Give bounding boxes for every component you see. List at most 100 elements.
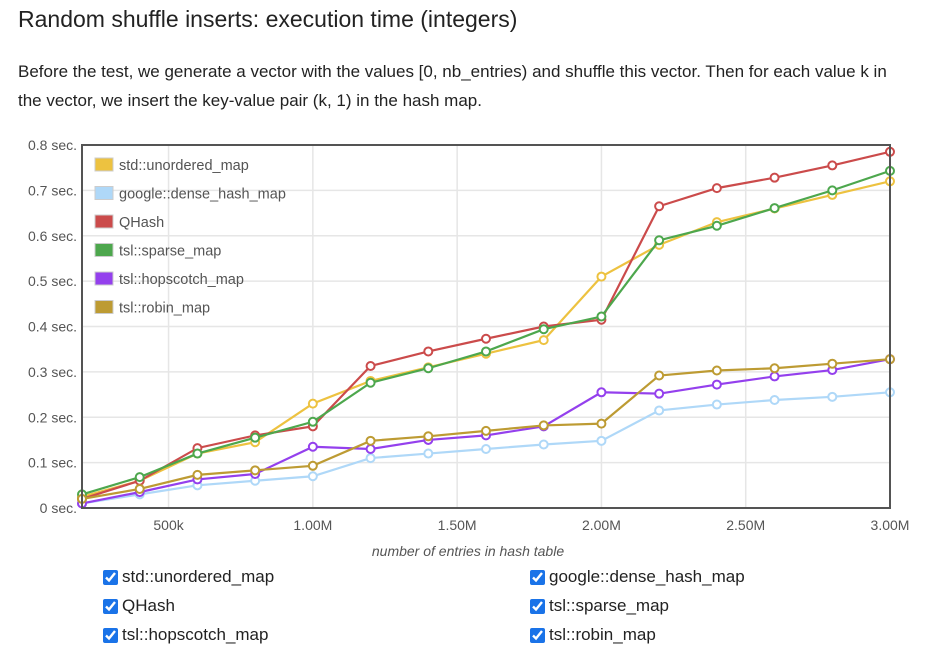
y-tick-label: 0.3 sec. bbox=[28, 364, 77, 380]
data-point bbox=[192, 448, 203, 459]
x-tick-label: 500k bbox=[153, 517, 184, 533]
page-title: Random shuffle inserts: execution time (… bbox=[18, 6, 518, 32]
legend-swatch bbox=[94, 243, 114, 257]
data-point bbox=[596, 387, 607, 398]
legend-label: QHash bbox=[119, 215, 164, 231]
data-point bbox=[365, 377, 376, 388]
data-point bbox=[654, 405, 665, 416]
legend-swatch bbox=[94, 271, 114, 286]
data-point bbox=[654, 235, 665, 246]
data-point bbox=[423, 363, 434, 374]
data-point bbox=[538, 420, 549, 431]
legend-swatch bbox=[94, 300, 114, 314]
legend-label: tsl::robin_map bbox=[119, 301, 210, 317]
series-checkbox[interactable] bbox=[530, 569, 545, 585]
data-point bbox=[769, 395, 780, 406]
y-tick-label: 0.2 sec. bbox=[28, 409, 77, 425]
data-point bbox=[307, 460, 318, 471]
x-tick-label: 2.50M bbox=[726, 517, 765, 533]
data-point bbox=[423, 346, 434, 357]
data-point bbox=[654, 201, 665, 212]
data-point bbox=[365, 453, 376, 464]
data-point bbox=[769, 203, 780, 214]
y-tick-label: 0.6 sec. bbox=[28, 228, 77, 244]
data-point bbox=[711, 220, 722, 231]
data-point bbox=[250, 432, 261, 443]
series-toggle-label: tsl::hopscotch_map bbox=[122, 625, 269, 644]
data-point bbox=[827, 160, 838, 171]
data-point bbox=[250, 465, 261, 476]
data-point bbox=[481, 333, 491, 344]
legend-label: std::unordered_map bbox=[119, 158, 249, 174]
data-point bbox=[711, 379, 722, 390]
data-point bbox=[654, 370, 665, 381]
data-point bbox=[711, 365, 722, 376]
legend-swatch bbox=[94, 214, 114, 229]
data-point bbox=[769, 172, 780, 183]
data-point bbox=[654, 388, 665, 399]
series-checkbox[interactable] bbox=[530, 598, 545, 614]
legend-label: tsl::hopscotch_map bbox=[119, 272, 244, 288]
series-toggle[interactable]: google::dense_hash_map bbox=[530, 567, 745, 587]
data-point bbox=[596, 435, 607, 446]
series-toggle-label: google::dense_hash_map bbox=[549, 567, 745, 586]
y-tick-label: 0.8 sec. bbox=[28, 137, 77, 153]
y-tick-label: 0.4 sec. bbox=[28, 319, 77, 335]
x-axis-label: number of entries in hash table bbox=[372, 543, 564, 559]
y-tick-label: 0.1 sec. bbox=[28, 455, 77, 471]
legend-swatch bbox=[94, 157, 114, 172]
data-point bbox=[134, 472, 145, 483]
data-point bbox=[827, 358, 838, 369]
data-point bbox=[481, 444, 491, 455]
y-tick-label: 0.7 sec. bbox=[28, 182, 77, 198]
series-toggle-label: tsl::sparse_map bbox=[549, 596, 669, 615]
data-point bbox=[711, 183, 722, 194]
data-point bbox=[596, 271, 607, 282]
data-point bbox=[827, 391, 838, 402]
data-point bbox=[307, 441, 318, 452]
legend-label: google::dense_hash_map bbox=[119, 187, 286, 203]
x-tick-label: 1.00M bbox=[293, 517, 332, 533]
series-checkbox[interactable] bbox=[103, 569, 118, 585]
data-point bbox=[538, 439, 549, 450]
y-tick-label: 0.5 sec. bbox=[28, 273, 77, 289]
series-checkbox[interactable] bbox=[103, 627, 118, 643]
data-point bbox=[711, 399, 722, 410]
data-point bbox=[307, 416, 318, 427]
data-point bbox=[423, 431, 434, 442]
x-tick-label: 1.50M bbox=[438, 517, 477, 533]
series-checkbox[interactable] bbox=[530, 627, 545, 643]
data-point bbox=[134, 483, 145, 494]
series-toggle[interactable]: QHash bbox=[103, 596, 175, 616]
description: Before the test, we generate a vector wi… bbox=[18, 62, 887, 110]
y-tick-label: 0 sec. bbox=[40, 500, 77, 516]
series-checkbox[interactable] bbox=[103, 598, 118, 614]
x-tick-label: 3.00M bbox=[871, 517, 910, 533]
series-toggle[interactable]: tsl::hopscotch_map bbox=[103, 625, 268, 645]
data-point bbox=[307, 398, 318, 409]
data-point bbox=[365, 435, 376, 446]
series-toggle[interactable]: tsl::sparse_map bbox=[530, 596, 669, 616]
data-point bbox=[192, 469, 203, 480]
data-point bbox=[596, 418, 607, 429]
series-toggle[interactable]: std::unordered_map bbox=[103, 567, 274, 587]
data-point bbox=[365, 444, 376, 455]
data-point bbox=[423, 448, 434, 459]
line-chart: 0 sec. 0.1 sec. 0.2 sec. 0.3 sec. 0.4 sec. 0.… bbox=[28, 137, 910, 559]
series-toggle-label: std::unordered_map bbox=[122, 567, 275, 586]
data-point bbox=[596, 311, 607, 322]
series-toggle-label: tsl::robin_map bbox=[549, 625, 656, 644]
data-point bbox=[307, 471, 318, 482]
data-point bbox=[365, 360, 376, 371]
data-point bbox=[481, 346, 491, 357]
data-point bbox=[769, 363, 780, 374]
legend-label: tsl::sparse_map bbox=[119, 244, 221, 260]
series-toggle[interactable]: tsl::robin_map bbox=[530, 625, 656, 645]
data-point bbox=[538, 335, 549, 346]
series-toggle-label: QHash bbox=[122, 596, 175, 615]
legend-swatch bbox=[94, 186, 114, 200]
data-point bbox=[481, 425, 491, 436]
data-point bbox=[769, 371, 780, 382]
data-point bbox=[827, 185, 838, 196]
plot-border bbox=[81, 144, 891, 509]
